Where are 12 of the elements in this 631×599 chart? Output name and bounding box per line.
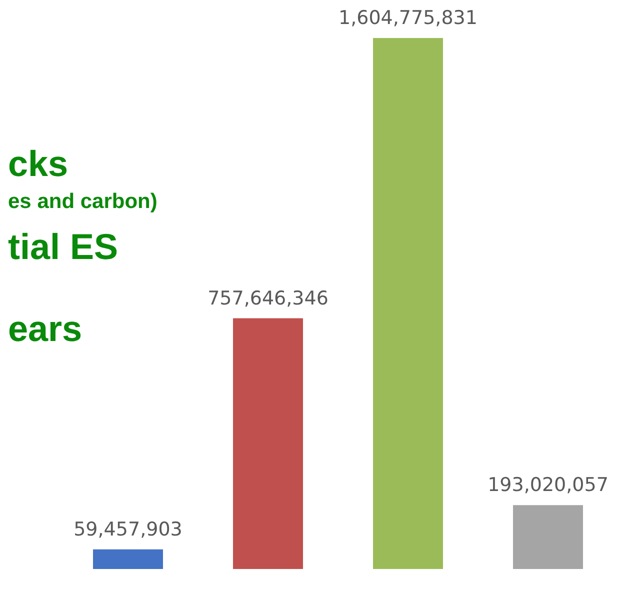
bar: [513, 505, 583, 569]
bar: [373, 38, 443, 569]
annotation: es and carbon): [8, 190, 158, 214]
annotation: tial ES: [8, 226, 118, 268]
bar: [93, 549, 163, 569]
data-label: 1,604,775,831: [338, 7, 478, 29]
data-label: 59,457,903: [74, 518, 182, 540]
data-label: 193,020,057: [488, 474, 608, 496]
data-label: 757,646,346: [208, 287, 328, 310]
annotation: ears: [8, 308, 82, 350]
bar: [233, 318, 303, 569]
annotation: cks: [8, 143, 68, 185]
